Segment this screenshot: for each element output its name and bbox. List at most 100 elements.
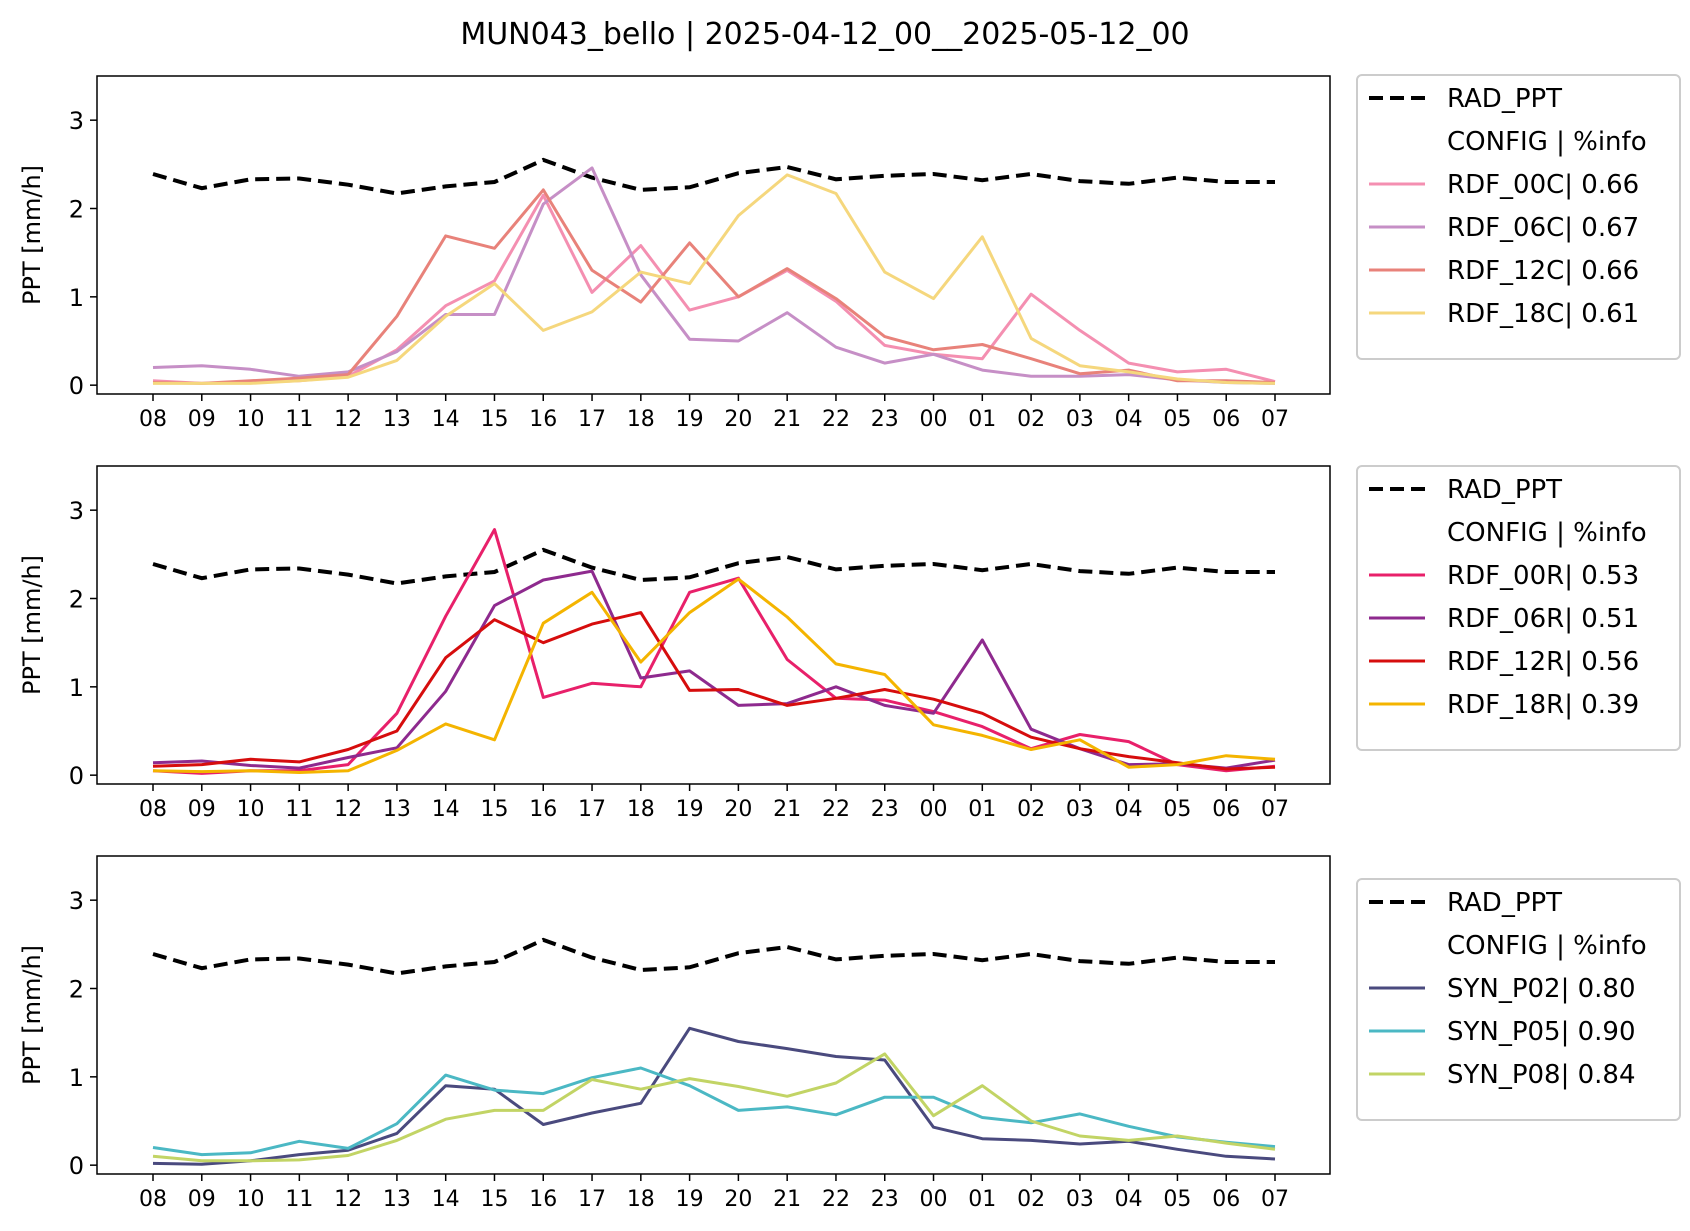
- y-tick-label: 1: [69, 284, 84, 312]
- x-tick-label: 13: [383, 797, 411, 822]
- x-tick-label: 23: [871, 1187, 899, 1212]
- y-tick-label: 3: [69, 497, 84, 525]
- x-tick-label: 16: [529, 1187, 557, 1212]
- x-tick-label: 21: [773, 407, 801, 432]
- legend-label-3: RDF_12R| 0.56: [1447, 647, 1639, 677]
- series-line-1: [152, 1026, 1276, 1166]
- x-tick-label: 15: [480, 407, 508, 432]
- series-line-2: [152, 166, 1276, 385]
- legend-label-1: RDF_00C| 0.66: [1447, 170, 1639, 200]
- y-axis-label: PPT [mm/h]: [18, 165, 46, 305]
- y-axis-label: PPT [mm/h]: [18, 945, 46, 1085]
- x-tick-label: 15: [480, 1187, 508, 1212]
- y-tick-label: 0: [69, 372, 84, 400]
- legend: RAD_PPT CONFIG | %info SYN_P02| 0.80 SYN_P0…: [1356, 878, 1681, 1121]
- x-tick-label: 11: [285, 407, 313, 432]
- x-tick-label: 03: [1066, 1187, 1094, 1212]
- x-tick-label: 00: [920, 1187, 948, 1212]
- x-tick-label: 12: [334, 797, 362, 822]
- x-tick-label: 12: [334, 407, 362, 432]
- y-tick-label: 1: [69, 1064, 84, 1092]
- x-tick-label: 06: [1212, 797, 1240, 822]
- x-tick-label: 10: [237, 797, 265, 822]
- figure-title: MUN043_bello | 2025-04-12_00__2025-05-12…: [460, 17, 1189, 52]
- y-tick-label: 3: [69, 107, 84, 135]
- legend-box: [1356, 74, 1681, 360]
- x-tick-label: 01: [968, 1187, 996, 1212]
- legend-label-3: RDF_12C| 0.66: [1447, 256, 1639, 286]
- x-tick-label: 06: [1212, 1187, 1240, 1212]
- series-line-1: [152, 193, 1276, 385]
- x-tick-label: 04: [1115, 407, 1143, 432]
- y-axis-label: PPT [mm/h]: [18, 555, 46, 695]
- legend-label-rad-ppt: RAD_PPT: [1447, 475, 1562, 505]
- x-tick-label: 20: [724, 407, 752, 432]
- legend-header: CONFIG | %info: [1447, 127, 1647, 157]
- series-line-2: [152, 1066, 1276, 1157]
- reference-line-rad-ppt: [152, 157, 1275, 196]
- x-tick-label: 14: [432, 407, 460, 432]
- legend-label-2: RDF_06C| 0.67: [1447, 213, 1639, 243]
- x-tick-label: 08: [139, 1187, 167, 1212]
- x-tick-label: 02: [1017, 797, 1045, 822]
- x-tick-label: 11: [285, 1187, 313, 1212]
- series-line-3: [152, 188, 1276, 385]
- legend-label-1: SYN_P02| 0.80: [1447, 974, 1636, 1004]
- y-tick-label: 1: [69, 674, 84, 702]
- x-tick-label: 21: [773, 1187, 801, 1212]
- legend-label-1: RDF_00R| 0.53: [1447, 561, 1639, 591]
- x-tick-label: 18: [627, 1187, 655, 1212]
- legend-label-rad-ppt: RAD_PPT: [1447, 888, 1562, 918]
- x-tick-label: 10: [237, 407, 265, 432]
- x-tick-label: 19: [676, 407, 704, 432]
- x-tick-label: 08: [139, 797, 167, 822]
- reference-line-rad-ppt: [152, 937, 1275, 976]
- x-tick-label: 20: [724, 797, 752, 822]
- x-tick-label: 05: [1163, 797, 1191, 822]
- y-tick-label: 3: [69, 887, 84, 915]
- legend-label-2: RDF_06R| 0.51: [1447, 604, 1639, 634]
- x-tick-label: 19: [676, 797, 704, 822]
- x-tick-label: 07: [1261, 1187, 1289, 1212]
- y-tick-label: 2: [69, 586, 84, 614]
- series-line-4: [152, 577, 1276, 774]
- y-tick-label: 0: [69, 1152, 84, 1180]
- y-tick-label: 0: [69, 762, 84, 790]
- x-tick-label: 23: [871, 797, 899, 822]
- x-tick-label: 17: [578, 407, 606, 432]
- plot-frame: [96, 855, 1331, 1175]
- x-tick-label: 09: [188, 407, 216, 432]
- x-tick-label: 10: [237, 1187, 265, 1212]
- x-tick-label: 17: [578, 797, 606, 822]
- y-tick-label: 2: [69, 976, 84, 1004]
- x-tick-label: 18: [627, 797, 655, 822]
- series-line-3: [152, 611, 1276, 771]
- x-tick-label: 22: [822, 1187, 850, 1212]
- x-tick-label: 16: [529, 407, 557, 432]
- x-tick-label: 15: [480, 797, 508, 822]
- x-tick-label: 06: [1212, 407, 1240, 432]
- x-tick-label: 03: [1066, 797, 1094, 822]
- x-tick-label: 17: [578, 1187, 606, 1212]
- x-tick-label: 11: [285, 797, 313, 822]
- x-tick-label: 00: [920, 407, 948, 432]
- x-tick-label: 23: [871, 407, 899, 432]
- x-tick-label: 02: [1017, 407, 1045, 432]
- series-line-4: [153, 173, 1276, 385]
- x-tick-label: 12: [334, 1187, 362, 1212]
- x-tick-label: 00: [920, 797, 948, 822]
- legend-label-3: SYN_P08| 0.84: [1447, 1060, 1636, 1090]
- x-tick-label: 04: [1115, 1187, 1143, 1212]
- x-tick-label: 13: [383, 407, 411, 432]
- x-tick-label: 04: [1115, 797, 1143, 822]
- legend-box: [1356, 465, 1681, 751]
- x-tick-label: 22: [822, 797, 850, 822]
- x-tick-label: 02: [1017, 1187, 1045, 1212]
- reference-line-rad-ppt: [152, 547, 1275, 586]
- legend-header: CONFIG | %info: [1447, 518, 1647, 548]
- y-tick-label: 2: [69, 196, 84, 224]
- legend: RAD_PPT CONFIG | %info RDF_00R| 0.53 RDF_06…: [1356, 465, 1681, 751]
